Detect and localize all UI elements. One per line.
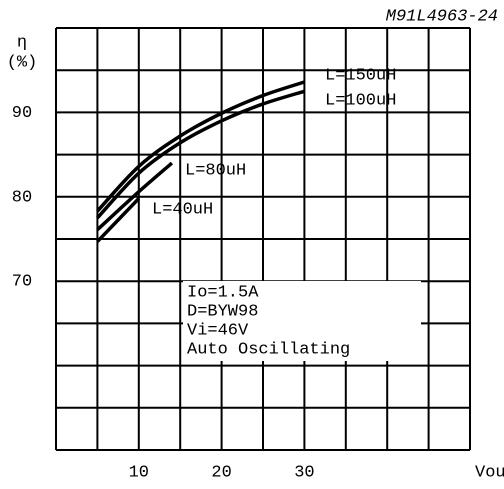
annotation-line: Io=1.5A bbox=[187, 283, 259, 302]
curve bbox=[96, 80, 305, 213]
series-label: L=80uH bbox=[185, 161, 246, 180]
y-axis-label: η bbox=[17, 33, 27, 52]
annotation-line: Auto Oscillating bbox=[187, 340, 350, 359]
series-label: L=40uH bbox=[152, 200, 213, 219]
series-label: L=100uH bbox=[325, 91, 396, 110]
annotation-line: Vi=46V bbox=[187, 321, 249, 340]
curve bbox=[96, 161, 174, 232]
figure-code: M91L4963-24 bbox=[386, 7, 498, 26]
annotation-line: D=BYW98 bbox=[187, 302, 258, 321]
curve bbox=[96, 89, 305, 220]
annotation-background bbox=[183, 281, 421, 361]
curve bbox=[96, 197, 141, 243]
x-axis-label: Vout bbox=[475, 463, 504, 482]
series-label: L=150uH bbox=[325, 66, 396, 85]
x-tick-label: 30 bbox=[294, 463, 314, 482]
y-tick-label: 90 bbox=[12, 104, 32, 123]
y-tick-label: 70 bbox=[12, 273, 32, 292]
y-tick-label: 80 bbox=[12, 188, 32, 207]
x-tick-label: 20 bbox=[211, 463, 231, 482]
x-tick-label: 10 bbox=[129, 463, 149, 482]
y-axis-unit: (%) bbox=[7, 53, 38, 72]
